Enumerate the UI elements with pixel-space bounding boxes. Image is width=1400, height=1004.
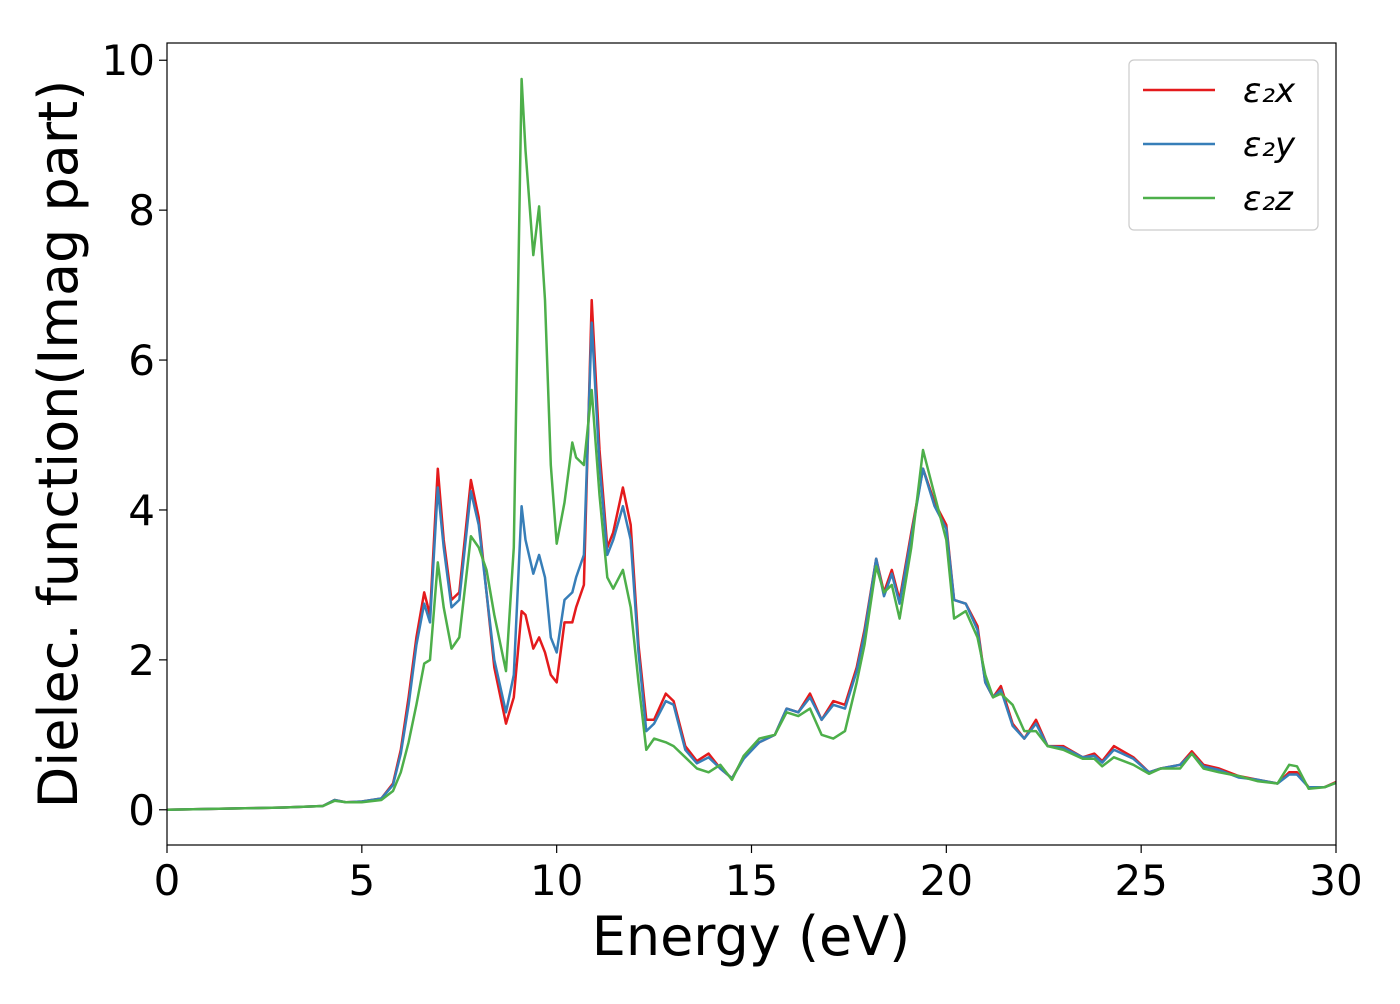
x-tick-label: 30 bbox=[1309, 856, 1362, 905]
series-line bbox=[166, 298, 1337, 812]
legend-label: ε₂z bbox=[1243, 179, 1294, 219]
legend-box bbox=[1128, 59, 1319, 231]
series-line bbox=[166, 77, 1337, 812]
y-tick-label: 4 bbox=[128, 486, 155, 535]
y-tick-label: 0 bbox=[128, 786, 155, 835]
y-axis-label: Dielec. function(Imag part) bbox=[27, 80, 90, 809]
y-tick-label: 10 bbox=[102, 36, 155, 85]
x-tick-label: 20 bbox=[920, 856, 973, 905]
legend-label: ε₂y bbox=[1243, 125, 1296, 165]
series-line bbox=[166, 321, 1337, 812]
y-tick-label: 2 bbox=[128, 636, 155, 685]
legend-label: ε₂x bbox=[1243, 71, 1296, 111]
x-tick-label: 25 bbox=[1114, 856, 1167, 905]
x-axis-label: Energy (eV) bbox=[592, 905, 911, 968]
x-tick-label: 5 bbox=[348, 856, 375, 905]
x-tick-label: 10 bbox=[530, 856, 583, 905]
y-tick-label: 8 bbox=[128, 186, 155, 235]
y-tick-label: 6 bbox=[128, 336, 155, 385]
x-tick-label: 15 bbox=[725, 856, 778, 905]
x-tick-label: 0 bbox=[154, 856, 181, 905]
